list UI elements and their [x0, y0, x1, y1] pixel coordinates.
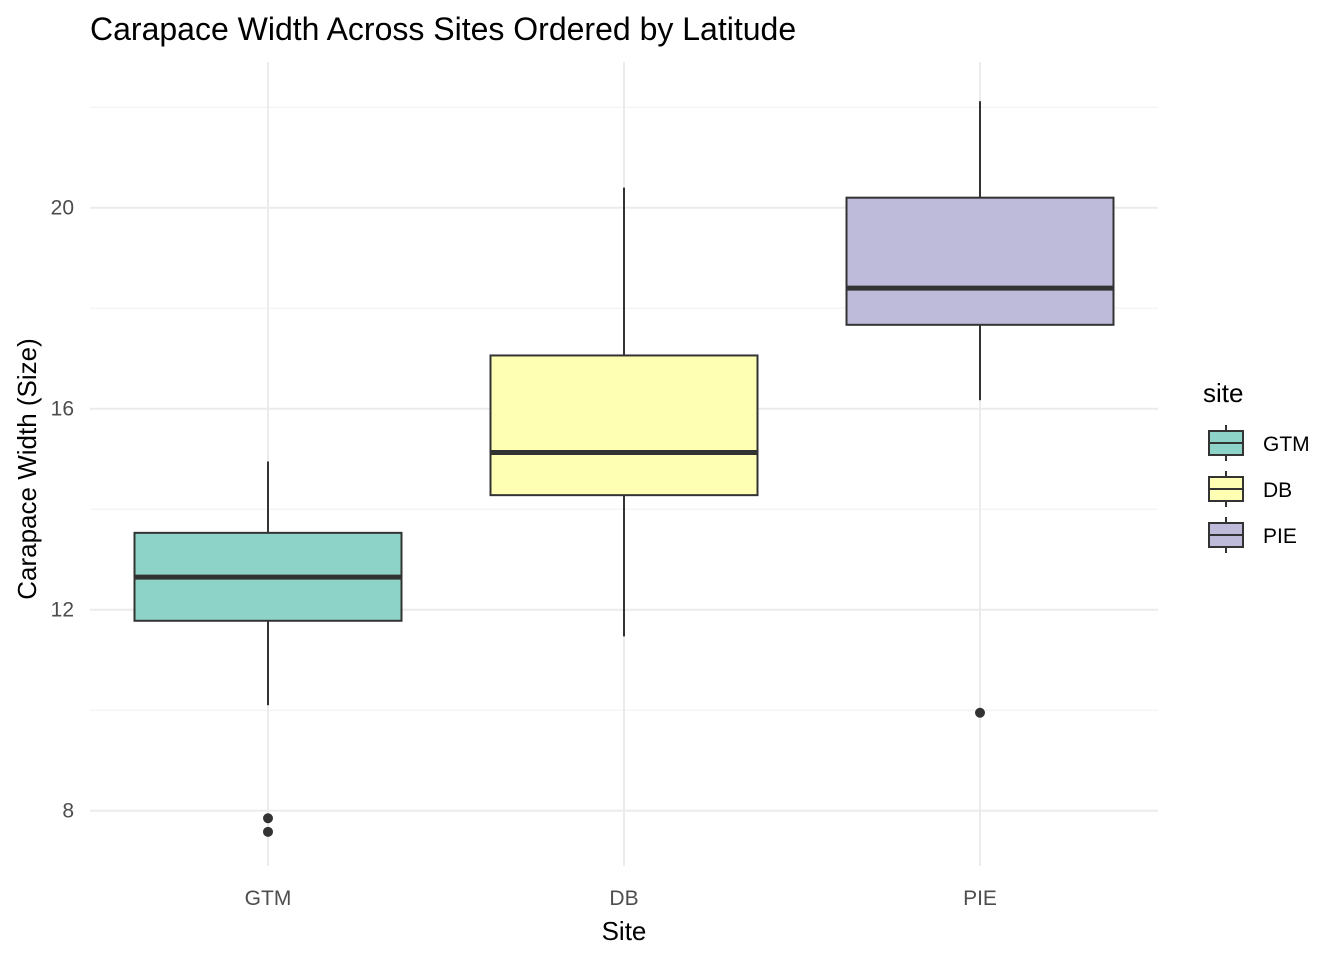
box-gtm — [133, 461, 403, 837]
legend-item-db: DB — [1208, 471, 1292, 507]
legend-item-gtm: GTM — [1208, 425, 1310, 461]
box-db — [489, 187, 759, 637]
boxes — [133, 101, 1115, 837]
box-pie — [845, 101, 1115, 718]
x-tick-label: GTM — [245, 887, 292, 910]
x-tick-label: PIE — [963, 887, 997, 910]
legend-label: GTM — [1263, 433, 1310, 456]
legend-label: DB — [1263, 479, 1292, 502]
y-tick-label: 16 — [51, 398, 74, 421]
y-tick-label: 12 — [51, 599, 74, 622]
box-iqr — [845, 196, 1115, 326]
outlier-point — [263, 813, 273, 824]
outlier-point — [975, 707, 985, 718]
chart-title: Carapace Width Across Sites Ordered by L… — [90, 11, 796, 47]
box-iqr — [489, 354, 759, 497]
legend-title: site — [1203, 378, 1243, 408]
y-axis-ticks: 8 12 16 20 — [51, 197, 74, 823]
legend-item-pie: PIE — [1208, 517, 1297, 553]
y-axis-title: Carapace Width (Size) — [12, 338, 42, 600]
y-tick-label: 20 — [51, 197, 74, 220]
legend-label: PIE — [1263, 525, 1297, 548]
y-tick-label: 8 — [62, 800, 74, 823]
outlier-point — [263, 826, 273, 837]
x-tick-label: DB — [609, 887, 638, 910]
x-axis-ticks: GTM DB PIE — [245, 887, 997, 910]
x-axis-title: Site — [602, 916, 647, 946]
legend: site GTM DB PIE — [1203, 378, 1310, 553]
